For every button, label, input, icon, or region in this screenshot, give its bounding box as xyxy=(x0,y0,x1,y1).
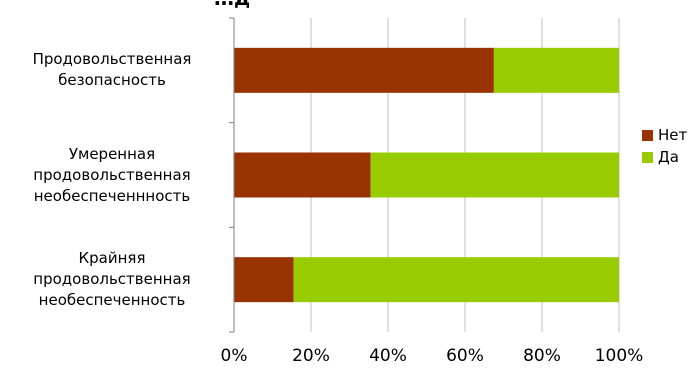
x-tick-label: 80% xyxy=(523,346,561,366)
category-label: Крайняя продовольственная необеспеченность xyxy=(2,248,222,311)
category-label-line: безопасность xyxy=(58,71,166,90)
bars xyxy=(234,47,619,303)
category-label-line: продовольственная xyxy=(33,165,191,184)
legend-label-net: Нет xyxy=(658,126,688,144)
bar-net-0 xyxy=(234,47,494,93)
category-label-line: Продовольственная xyxy=(32,50,192,69)
legend-label-da: Да xyxy=(658,148,679,166)
category-label-line: необеспеченность xyxy=(38,291,186,310)
chart-title-fragment: …д xyxy=(214,0,250,10)
bar-da-0 xyxy=(493,47,619,93)
x-tick-label: 60% xyxy=(446,346,484,366)
x-tick-label: 20% xyxy=(292,346,330,366)
legend-swatch-net xyxy=(642,129,653,141)
bar-da-1 xyxy=(370,152,619,198)
bar-net-2 xyxy=(234,257,294,303)
legend: Нет Да xyxy=(642,124,687,168)
axes xyxy=(229,17,235,333)
x-tick-label: 100% xyxy=(595,346,644,366)
x-tick-label: 40% xyxy=(369,346,407,366)
legend-swatch-da xyxy=(642,151,653,163)
bar-da-2 xyxy=(293,257,619,303)
category-label-line: продовольственная xyxy=(33,270,191,289)
bar-net-1 xyxy=(234,152,371,198)
legend-item-da: Да xyxy=(642,146,687,168)
category-label: Умеренная продовольственная необеспеченнно… xyxy=(2,144,222,207)
category-label-line: Умеренная xyxy=(68,144,156,163)
category-label: Продовольственная безопасность xyxy=(2,49,222,91)
x-tick-labels: 0% 20% 40% 60% 80% 100% xyxy=(221,346,644,366)
category-label-line: Крайняя xyxy=(78,249,146,268)
category-label-line: необеспеченнность xyxy=(33,186,191,205)
legend-item-net: Нет xyxy=(642,124,687,146)
x-tick-label: 0% xyxy=(221,346,248,366)
